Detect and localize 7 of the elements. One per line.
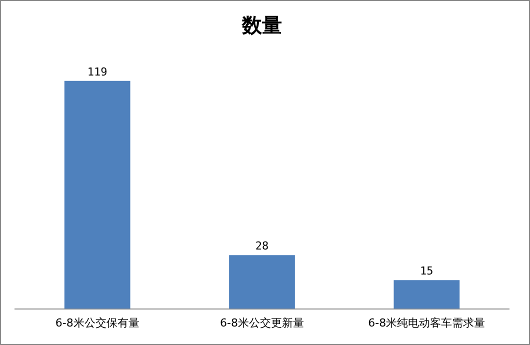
x-tick-label: 6-8米公交保有量 <box>55 316 140 330</box>
data-label: 28 <box>255 240 269 253</box>
x-tick-label: 6-8米公交更新量 <box>220 316 304 330</box>
data-label: 15 <box>420 264 434 278</box>
chart-title: 数量 <box>241 13 282 38</box>
data-label: 119 <box>87 65 108 78</box>
x-tick-label: 6-8米纯电动客车需求量 <box>368 316 486 330</box>
